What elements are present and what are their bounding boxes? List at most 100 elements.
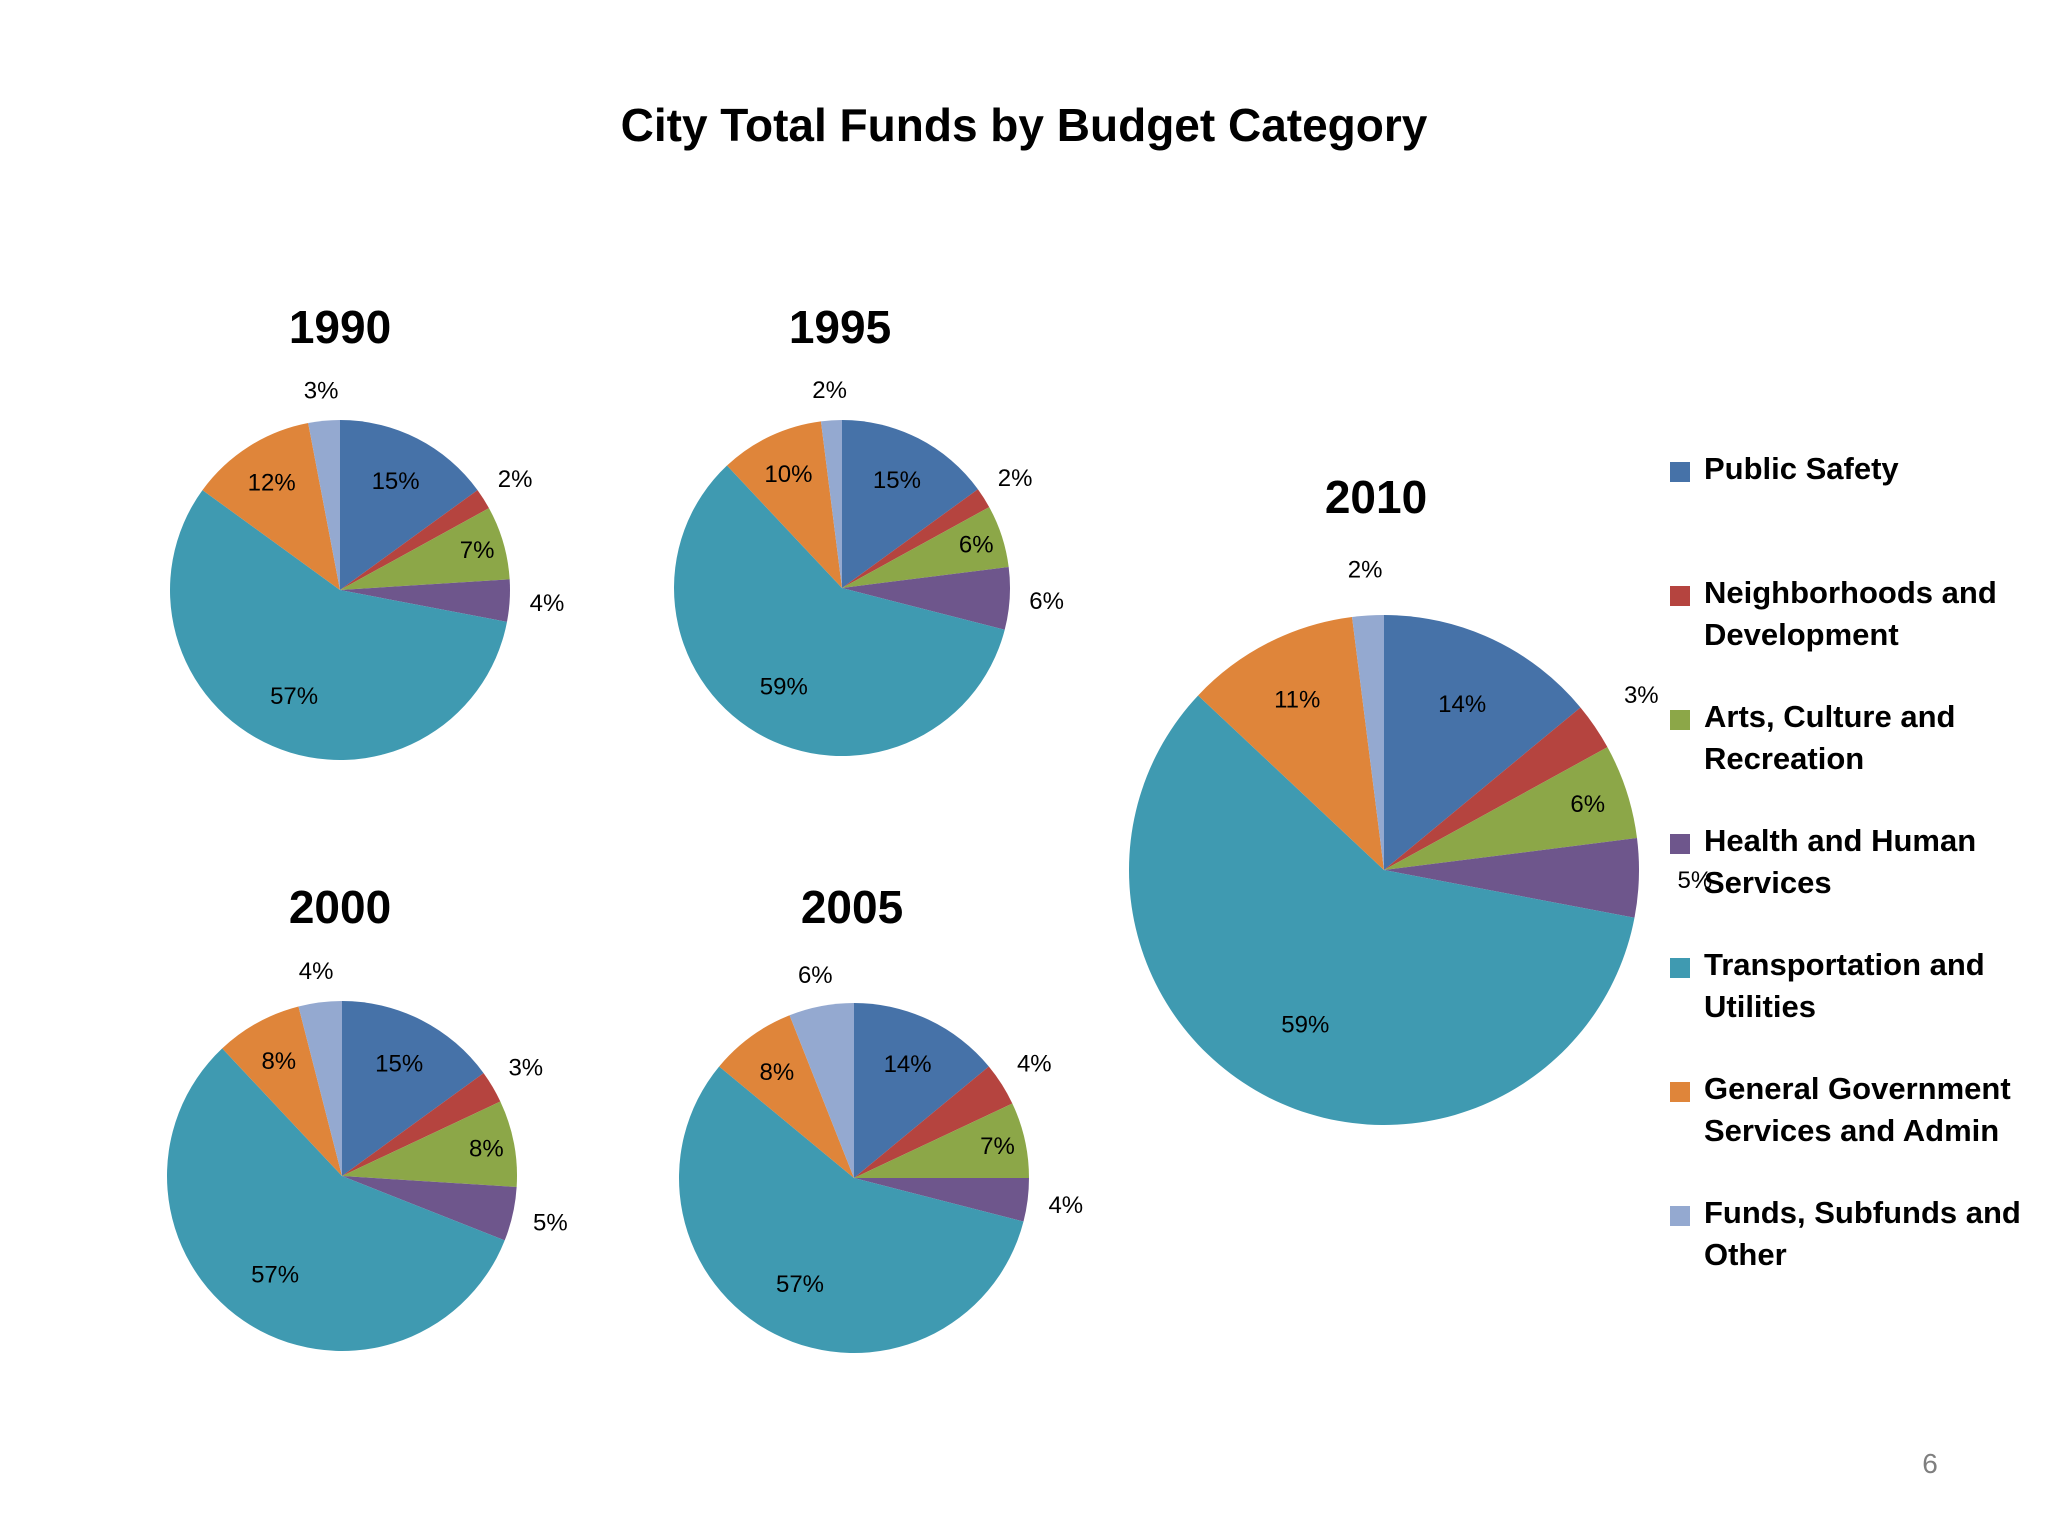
pie-data-label-1990-1: 2%	[498, 466, 533, 493]
legend-item-health: Health and Human Services	[1670, 820, 2040, 944]
pie-slice-2010-4	[1128, 695, 1635, 1126]
pie-slice-2010-2	[1384, 747, 1637, 870]
legend-item-neighborhoods: Neighborhoods and Development	[1670, 572, 2040, 696]
pie-title-2005: 2005	[800, 881, 904, 933]
legend: Public Safety Neighborhoods and Developm…	[1670, 448, 2040, 1316]
pie-slice-1995-4	[673, 465, 1005, 757]
pie-data-label-2010-5: 11%	[1274, 687, 1320, 714]
pie-data-label-1990-4: 57%	[270, 683, 318, 710]
pie-data-label-2010-4: 59%	[1281, 1012, 1329, 1039]
pie-slice-1995-3	[842, 566, 1011, 630]
page-number: 6	[1922, 1448, 1938, 1479]
pie-slice-1990-6	[308, 420, 340, 590]
chart-main-title: City Total Funds by Budget Category	[620, 99, 1428, 151]
pie-slice-2005-4	[678, 1066, 1024, 1354]
pie-slice-2005-5	[719, 1015, 854, 1178]
legend-item-public-safety: Public Safety	[1670, 448, 2040, 572]
pie-data-label-2005-2: 7%	[980, 1133, 1015, 1160]
pie-slice-2000-5	[222, 1006, 342, 1176]
pie-data-label-2005-1: 4%	[1017, 1051, 1052, 1078]
pie-data-label-1990-2: 7%	[460, 537, 495, 564]
pie-data-label-2000-5: 8%	[261, 1048, 296, 1075]
pie-data-label-2010-3: 5%	[1678, 867, 1713, 894]
legend-label: Transportation and Utilities	[1704, 947, 1985, 1024]
legend-swatch	[1670, 1082, 1690, 1102]
pie-data-label-1995-6: 2%	[812, 377, 847, 404]
legend-label: Health and Human Services	[1704, 823, 1977, 900]
pie-data-label-1990-3: 4%	[530, 590, 565, 617]
pie-slice-1995-2	[842, 507, 1009, 588]
pie-data-label-2000-4: 57%	[251, 1261, 299, 1288]
pie-data-label-2010-2: 6%	[1570, 791, 1605, 818]
legend-label: Public Safety	[1704, 451, 1899, 486]
pie-slice-2000-6	[298, 1001, 342, 1176]
pie-data-label-2005-3: 4%	[1048, 1192, 1083, 1219]
pie-data-label-2005-6: 6%	[798, 962, 833, 989]
pie-slice-1990-4	[169, 490, 507, 761]
pie-title-1995: 1995	[788, 301, 892, 353]
pie-data-label-2005-5: 8%	[760, 1059, 795, 1086]
pie-data-label-1995-2: 6%	[959, 531, 994, 558]
legend-swatch	[1670, 710, 1690, 730]
pie-slice-2005-1	[854, 1066, 1013, 1178]
pie-data-label-2000-1: 3%	[508, 1054, 543, 1081]
pie-data-label-2010-6: 2%	[1348, 557, 1383, 584]
pie-slice-1990-3	[340, 579, 510, 622]
pie-slice-1990-5	[202, 423, 340, 590]
pie-data-label-2010-0: 14%	[1438, 691, 1486, 718]
pie-slice-2000-0	[342, 1001, 484, 1176]
pie-slice-1990-2	[340, 508, 510, 590]
pie-title-2000: 2000	[288, 881, 392, 933]
pie-title-2010: 2010	[1324, 471, 1428, 523]
pie-slice-2005-6	[789, 1003, 854, 1178]
pie-slice-2005-0	[854, 1003, 989, 1178]
legend-swatch	[1670, 834, 1690, 854]
legend-item-transportation: Transportation and Utilities	[1670, 944, 2040, 1068]
pie-data-label-1995-3: 6%	[1029, 588, 1064, 615]
pie-slice-2005-2	[854, 1103, 1029, 1178]
pie-slice-1990-1	[340, 490, 489, 590]
legend-label: General Government Services and Admin	[1704, 1071, 2011, 1148]
legend-label: Neighborhoods and Development	[1704, 575, 1997, 652]
pie-slice-1995-0	[842, 420, 978, 588]
pie-data-label-2010-1: 3%	[1624, 682, 1659, 709]
pie-data-label-2000-2: 8%	[469, 1136, 504, 1163]
pie-slice-2010-5	[1198, 617, 1384, 870]
pie-slice-2000-4	[167, 1048, 505, 1351]
pie-slice-1995-5	[727, 421, 842, 588]
pie-slice-2000-1	[342, 1073, 501, 1176]
pie-slice-1990-0	[340, 420, 478, 590]
pie-data-label-1990-0: 15%	[372, 468, 420, 495]
pie-data-label-2005-0: 14%	[884, 1051, 932, 1078]
legend-item-arts: Arts, Culture and Recreation	[1670, 696, 2040, 820]
pie-data-label-2000-0: 15%	[375, 1051, 423, 1078]
pie-data-label-1990-6: 3%	[304, 377, 339, 404]
pie-data-label-2000-3: 5%	[533, 1210, 568, 1237]
pie-data-label-1995-5: 10%	[764, 461, 812, 488]
pie-data-label-2005-4: 57%	[776, 1271, 824, 1298]
legend-item-general-government: General Government Services and Admin	[1670, 1068, 2040, 1192]
pie-slice-1995-1	[842, 489, 990, 588]
pie-title-1990: 1990	[288, 301, 392, 353]
pie-data-label-1990-5: 12%	[248, 469, 296, 496]
legend-swatch	[1670, 1206, 1690, 1226]
pie-slice-2010-6	[1352, 615, 1384, 870]
pie-slice-1995-6	[820, 420, 842, 588]
pie-slice-2005-3	[854, 1178, 1029, 1222]
pie-data-label-1995-0: 15%	[873, 467, 921, 494]
pie-slice-2010-0	[1384, 615, 1581, 870]
pie-slice-2000-2	[342, 1101, 517, 1187]
pie-data-label-1995-1: 2%	[998, 465, 1033, 492]
legend-item-funds: Funds, Subfunds and Other	[1670, 1192, 2040, 1316]
legend-label: Funds, Subfunds and Other	[1704, 1195, 2021, 1272]
legend-label: Arts, Culture and Recreation	[1704, 699, 1956, 776]
pie-slice-2010-3	[1384, 838, 1639, 918]
pie-slice-2010-1	[1384, 707, 1608, 870]
legend-swatch	[1670, 462, 1690, 482]
legend-swatch	[1670, 586, 1690, 606]
pie-data-label-2000-6: 4%	[299, 958, 334, 985]
pie-slice-2000-3	[342, 1176, 517, 1241]
pie-data-label-1995-4: 59%	[760, 673, 808, 700]
